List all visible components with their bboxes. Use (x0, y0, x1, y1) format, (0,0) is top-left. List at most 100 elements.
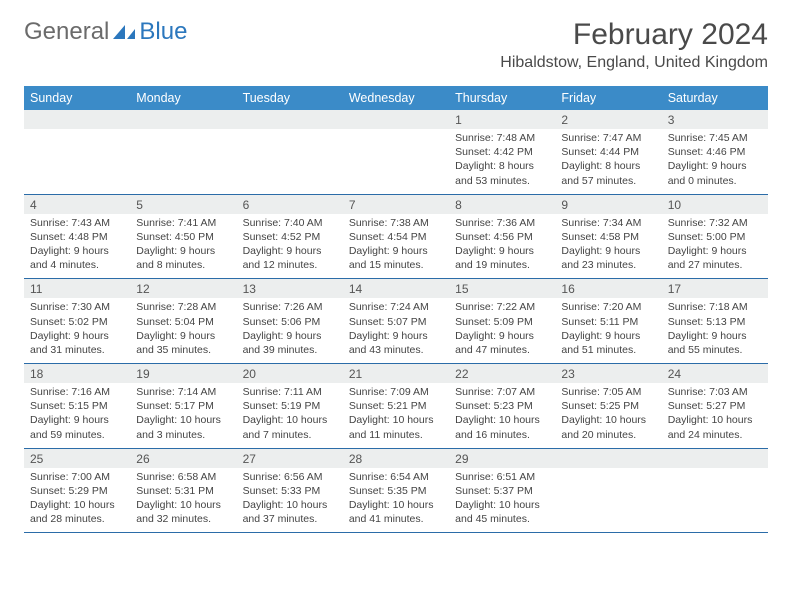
day-number: 5 (130, 195, 236, 214)
week-row: ....123....Sunrise: 7:48 AMSunset: 4:42 … (24, 110, 768, 195)
sunset-text: Sunset: 4:42 PM (455, 145, 551, 159)
sunrise-text: Sunrise: 7:03 AM (668, 385, 764, 399)
day-details: Sunrise: 6:51 AMSunset: 5:37 PMDaylight:… (449, 468, 555, 533)
month-title: February 2024 (500, 18, 768, 52)
daylight-text-1: Daylight: 10 hours (668, 413, 764, 427)
daylight-text-1: Daylight: 9 hours (30, 413, 126, 427)
daylight-text-2: and 3 minutes. (136, 428, 232, 442)
day-number: 11 (24, 279, 130, 298)
day-details: Sunrise: 7:18 AMSunset: 5:13 PMDaylight:… (662, 298, 768, 363)
sunset-text: Sunset: 4:44 PM (561, 145, 657, 159)
day-number: 4 (24, 195, 130, 214)
sunset-text: Sunset: 5:13 PM (668, 315, 764, 329)
sunset-text: Sunset: 5:27 PM (668, 399, 764, 413)
day-number: 9 (555, 195, 661, 214)
daylight-text-2: and 15 minutes. (349, 258, 445, 272)
daylight-text-1: Daylight: 10 hours (136, 498, 232, 512)
sunrise-text: Sunrise: 6:51 AM (455, 470, 551, 484)
sunrise-text: Sunrise: 7:36 AM (455, 216, 551, 230)
day-number: 26 (130, 449, 236, 468)
day-details: Sunrise: 7:43 AMSunset: 4:48 PMDaylight:… (24, 214, 130, 279)
daylight-text-2: and 41 minutes. (349, 512, 445, 526)
daylight-text-1: Daylight: 9 hours (561, 244, 657, 258)
daylight-text-1: Daylight: 9 hours (668, 244, 764, 258)
sunrise-text: Sunrise: 6:58 AM (136, 470, 232, 484)
sunrise-text: Sunrise: 7:45 AM (668, 131, 764, 145)
day-details: Sunrise: 6:54 AMSunset: 5:35 PMDaylight:… (343, 468, 449, 533)
daylight-text-2: and 57 minutes. (561, 174, 657, 188)
weeks-container: ....123....Sunrise: 7:48 AMSunset: 4:42 … (24, 110, 768, 533)
sunrise-text: Sunrise: 7:16 AM (30, 385, 126, 399)
daylight-text-1: Daylight: 10 hours (136, 413, 232, 427)
daylight-text-1: Daylight: 10 hours (455, 498, 551, 512)
daylight-text-1: Daylight: 9 hours (136, 244, 232, 258)
day-details: Sunrise: 7:14 AMSunset: 5:17 PMDaylight:… (130, 383, 236, 448)
logo-text-blue: Blue (139, 18, 187, 46)
day-number: 1 (449, 110, 555, 129)
daylight-text-1: Daylight: 8 hours (561, 159, 657, 173)
daylight-text-1: Daylight: 9 hours (243, 329, 339, 343)
day-number: 22 (449, 364, 555, 383)
sunrise-text: Sunrise: 7:05 AM (561, 385, 657, 399)
daylight-text-2: and 12 minutes. (243, 258, 339, 272)
day-number: 20 (237, 364, 343, 383)
details-row: Sunrise: 7:16 AMSunset: 5:15 PMDaylight:… (24, 383, 768, 448)
day-number: 14 (343, 279, 449, 298)
sunset-text: Sunset: 5:04 PM (136, 315, 232, 329)
sunrise-text: Sunrise: 7:30 AM (30, 300, 126, 314)
day-number: 21 (343, 364, 449, 383)
daylight-text-1: Daylight: 10 hours (30, 498, 126, 512)
sunrise-text: Sunrise: 7:09 AM (349, 385, 445, 399)
week-row: 18192021222324Sunrise: 7:16 AMSunset: 5:… (24, 364, 768, 449)
daylight-text-1: Daylight: 10 hours (243, 413, 339, 427)
daylight-text-1: Daylight: 9 hours (668, 329, 764, 343)
day-number: 17 (662, 279, 768, 298)
day-details: Sunrise: 7:24 AMSunset: 5:07 PMDaylight:… (343, 298, 449, 363)
sunrise-text: Sunrise: 7:47 AM (561, 131, 657, 145)
week-row: 2526272829..Sunrise: 7:00 AMSunset: 5:29… (24, 449, 768, 534)
day-number: 7 (343, 195, 449, 214)
logo: General Blue (24, 18, 187, 46)
day-details: Sunrise: 7:30 AMSunset: 5:02 PMDaylight:… (24, 298, 130, 363)
day-details: Sunrise: 7:07 AMSunset: 5:23 PMDaylight:… (449, 383, 555, 448)
sunset-text: Sunset: 5:00 PM (668, 230, 764, 244)
calendar: Sunday Monday Tuesday Wednesday Thursday… (24, 86, 768, 533)
daynum-row: ....123 (24, 110, 768, 129)
sunset-text: Sunset: 5:07 PM (349, 315, 445, 329)
daylight-text-2: and 28 minutes. (30, 512, 126, 526)
dayname-thursday: Thursday (449, 86, 555, 110)
daylight-text-2: and 32 minutes. (136, 512, 232, 526)
sunrise-text: Sunrise: 7:00 AM (30, 470, 126, 484)
daylight-text-1: Daylight: 10 hours (349, 413, 445, 427)
daylight-text-2: and 4 minutes. (30, 258, 126, 272)
daylight-text-1: Daylight: 10 hours (243, 498, 339, 512)
sunrise-text: Sunrise: 7:34 AM (561, 216, 657, 230)
details-row: Sunrise: 7:43 AMSunset: 4:48 PMDaylight:… (24, 214, 768, 279)
daylight-text-1: Daylight: 10 hours (455, 413, 551, 427)
daylight-text-1: Daylight: 10 hours (561, 413, 657, 427)
daylight-text-1: Daylight: 9 hours (455, 329, 551, 343)
daylight-text-1: Daylight: 9 hours (349, 329, 445, 343)
sunset-text: Sunset: 5:09 PM (455, 315, 551, 329)
day-details: Sunrise: 7:34 AMSunset: 4:58 PMDaylight:… (555, 214, 661, 279)
daylight-text-2: and 59 minutes. (30, 428, 126, 442)
sunset-text: Sunset: 5:35 PM (349, 484, 445, 498)
day-number: 18 (24, 364, 130, 383)
weekday-header: Sunday Monday Tuesday Wednesday Thursday… (24, 86, 768, 110)
daylight-text-2: and 19 minutes. (455, 258, 551, 272)
daylight-text-2: and 27 minutes. (668, 258, 764, 272)
daylight-text-1: Daylight: 9 hours (136, 329, 232, 343)
daylight-text-1: Daylight: 9 hours (30, 244, 126, 258)
day-details: Sunrise: 7:11 AMSunset: 5:19 PMDaylight:… (237, 383, 343, 448)
sunrise-text: Sunrise: 6:56 AM (243, 470, 339, 484)
week-row: 45678910Sunrise: 7:43 AMSunset: 4:48 PMD… (24, 195, 768, 280)
daylight-text-1: Daylight: 9 hours (30, 329, 126, 343)
daylight-text-2: and 24 minutes. (668, 428, 764, 442)
sunset-text: Sunset: 4:50 PM (136, 230, 232, 244)
day-number: 13 (237, 279, 343, 298)
daylight-text-2: and 20 minutes. (561, 428, 657, 442)
daylight-text-1: Daylight: 9 hours (455, 244, 551, 258)
daylight-text-2: and 51 minutes. (561, 343, 657, 357)
daylight-text-1: Daylight: 10 hours (349, 498, 445, 512)
sunset-text: Sunset: 5:37 PM (455, 484, 551, 498)
